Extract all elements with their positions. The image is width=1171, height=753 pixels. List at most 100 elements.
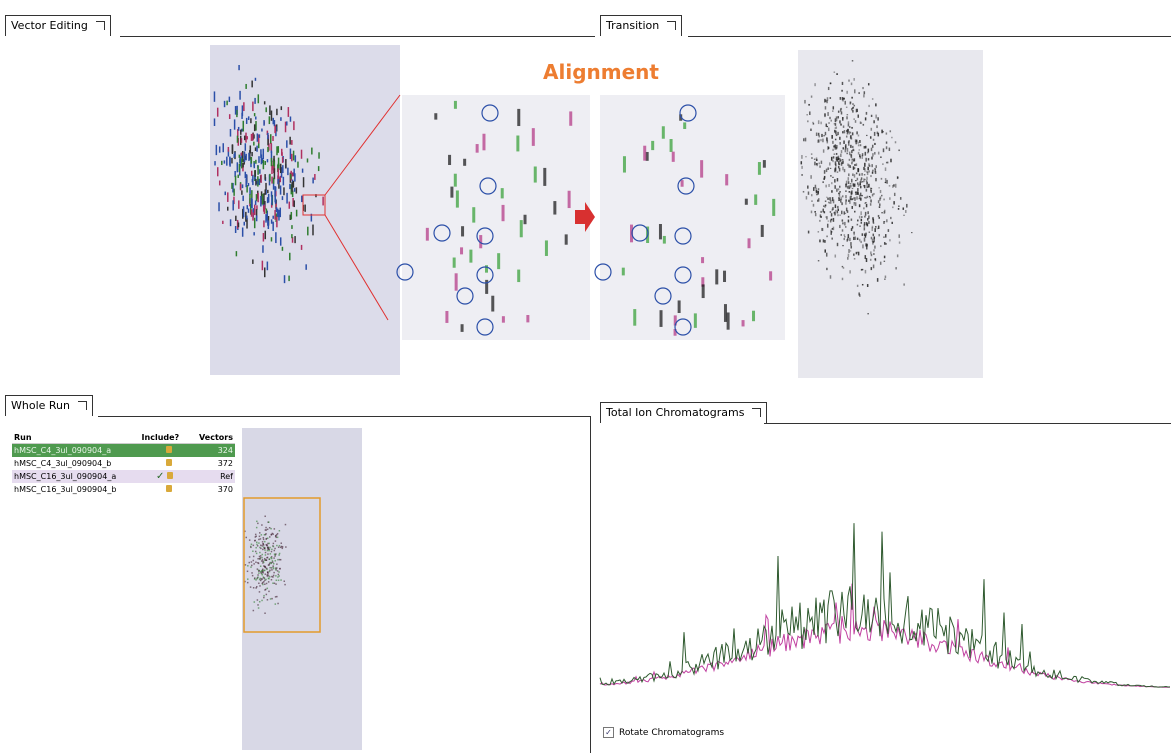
spot — [868, 83, 870, 85]
spot — [831, 157, 833, 161]
spot — [851, 83, 853, 86]
spot — [819, 162, 821, 164]
spot — [882, 131, 884, 132]
spot — [830, 200, 832, 204]
spot — [801, 174, 803, 176]
spot — [858, 168, 860, 170]
spot — [834, 179, 836, 182]
checkbox[interactable]: ✓ — [603, 727, 614, 738]
spot — [257, 599, 259, 601]
panel-tab[interactable]: Whole Run — [5, 395, 93, 416]
spot — [255, 536, 257, 538]
spot — [255, 547, 257, 549]
spot — [817, 140, 819, 143]
panel-tab[interactable]: Vector Editing — [5, 15, 111, 36]
spot — [832, 228, 834, 230]
run-row[interactable]: hMSC_C4_3ul_090904_a 324 — [12, 444, 235, 458]
spot — [828, 221, 830, 222]
spot — [842, 131, 844, 133]
checkbox-label: Rotate Chromatograms — [619, 728, 724, 738]
spot — [886, 162, 888, 164]
run-row[interactable]: hMSC_C4_3ul_090904_b 372 — [12, 457, 235, 470]
spot — [813, 187, 815, 191]
spot — [815, 213, 817, 216]
spot — [268, 550, 270, 552]
spot — [807, 120, 809, 122]
spot — [856, 252, 858, 254]
spot — [278, 574, 280, 576]
spot — [861, 269, 863, 271]
spot — [633, 309, 636, 326]
spot — [267, 529, 269, 531]
spot — [841, 211, 843, 215]
spot — [808, 192, 810, 195]
spot — [853, 118, 855, 120]
spot — [862, 233, 864, 236]
spot — [825, 204, 827, 206]
spot — [254, 540, 256, 542]
spot — [825, 106, 827, 109]
spot — [715, 269, 718, 284]
spot — [870, 136, 872, 138]
spot — [848, 181, 850, 184]
spot — [825, 185, 827, 188]
spot — [264, 516, 266, 518]
spot — [871, 254, 873, 256]
spot — [883, 237, 885, 238]
spot — [259, 536, 261, 538]
spot — [836, 189, 838, 192]
spot — [863, 94, 865, 97]
spot — [268, 548, 270, 550]
spot — [262, 561, 264, 563]
spot — [859, 225, 861, 226]
spot — [742, 320, 745, 326]
panel-tab[interactable]: Total Ion Chromatograms — [600, 402, 767, 423]
spot — [260, 580, 262, 582]
spot — [271, 598, 273, 600]
spot — [833, 146, 835, 148]
panel-tab[interactable]: Transition — [600, 15, 682, 36]
spot — [858, 115, 860, 118]
spot — [811, 211, 813, 214]
spot — [830, 275, 832, 278]
spot — [863, 207, 865, 209]
spot — [269, 536, 271, 538]
spot — [846, 136, 848, 138]
spot — [878, 234, 880, 236]
rotate-checkbox[interactable]: ✓ Rotate Chromatograms — [603, 727, 724, 738]
spot — [267, 588, 269, 590]
spot — [857, 142, 859, 144]
spot — [526, 315, 529, 322]
spot — [870, 199, 872, 202]
spot — [854, 158, 856, 161]
spot — [862, 87, 864, 89]
spot — [260, 548, 262, 550]
spot — [723, 271, 726, 282]
spot — [841, 108, 843, 110]
spot — [845, 149, 847, 153]
spot — [272, 561, 274, 563]
spot — [258, 542, 260, 544]
spot — [847, 148, 849, 152]
spot — [259, 585, 261, 587]
vector-count: Ref — [189, 470, 235, 483]
run-row[interactable]: hMSC_C16_3ul_090904_a✓ Ref — [12, 470, 235, 483]
spot — [853, 197, 855, 198]
spot — [265, 573, 267, 575]
spot — [263, 595, 265, 597]
spot — [852, 158, 854, 159]
spot — [830, 211, 832, 213]
spot — [245, 564, 247, 566]
spot — [889, 239, 891, 241]
spot — [837, 178, 839, 181]
spot — [663, 236, 666, 244]
spot — [898, 234, 900, 238]
spot — [268, 564, 270, 566]
spot — [258, 607, 260, 609]
spot — [880, 262, 882, 265]
spot — [848, 124, 850, 127]
run-row[interactable]: hMSC_C16_3ul_090904_b 370 — [12, 483, 235, 496]
spot — [264, 558, 266, 560]
spot — [879, 203, 881, 205]
spot — [841, 111, 843, 114]
